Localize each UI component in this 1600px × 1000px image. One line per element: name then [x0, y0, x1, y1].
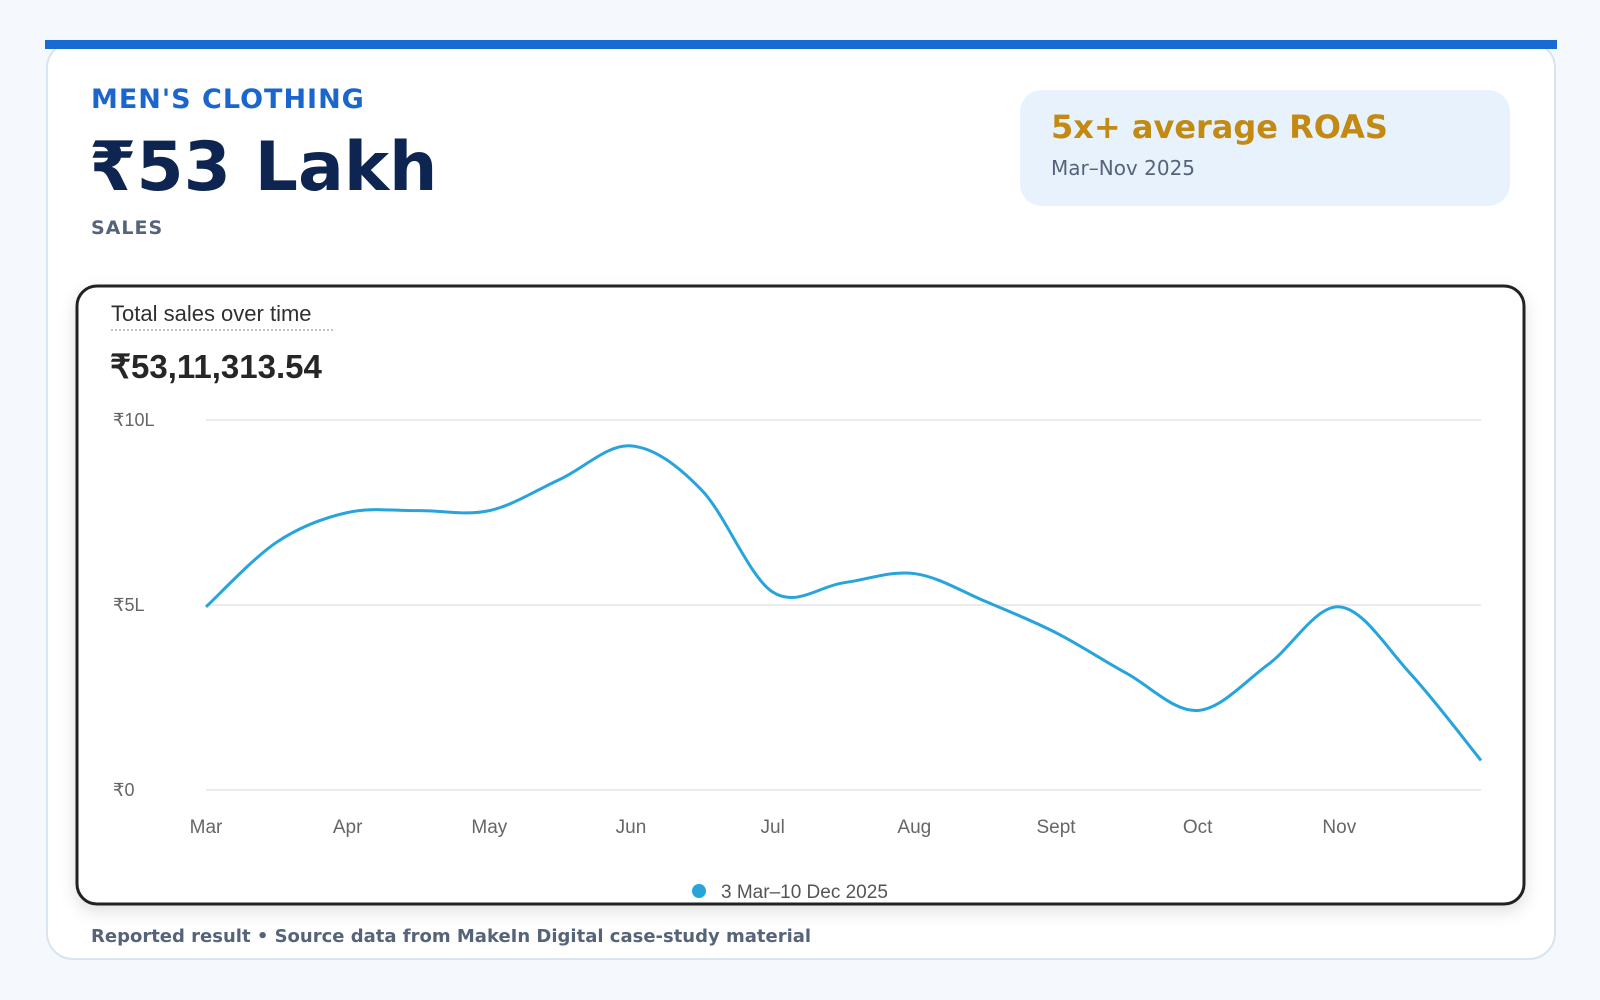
chart: Total sales over time ₹53,11,313.54 ₹0 ₹5…: [110, 301, 1483, 903]
category-label: MEN'S CLOTHING: [91, 84, 365, 115]
footer-note: Reported result • Source data from MakeI…: [91, 926, 811, 947]
line-series: [204, 444, 1483, 762]
x-tick-label: Oct: [1183, 817, 1213, 838]
x-tick-label: Mar: [190, 817, 223, 838]
legend-marker: [692, 884, 706, 898]
chart-title: Total sales over time: [111, 301, 312, 326]
highlight-title: 5x+ average ROAS: [1051, 108, 1388, 146]
x-tick-label: Jul: [761, 817, 785, 838]
highlight-period: Mar–Nov 2025: [1051, 156, 1195, 180]
accent-bar: [45, 40, 1557, 49]
x-tick-label: Nov: [1322, 817, 1356, 838]
legend-label: 3 Mar–10 Dec 2025: [721, 882, 888, 903]
chart-subtitle: ₹53,11,313.54: [110, 348, 323, 385]
x-tick-label: Jun: [616, 817, 647, 838]
metric-label: SALES: [91, 217, 163, 239]
y-tick-label: ₹10L: [113, 410, 154, 430]
x-tick-label: Apr: [333, 817, 363, 838]
y-tick-label: ₹0: [113, 780, 134, 800]
y-tick-label: ₹5L: [113, 595, 144, 615]
x-tick-label: Aug: [897, 817, 931, 838]
highlight-box: [1020, 90, 1510, 206]
headline: ₹53 Lakh: [89, 128, 437, 207]
x-tick-label: Sept: [1036, 817, 1076, 838]
x-tick-label: May: [471, 817, 507, 838]
